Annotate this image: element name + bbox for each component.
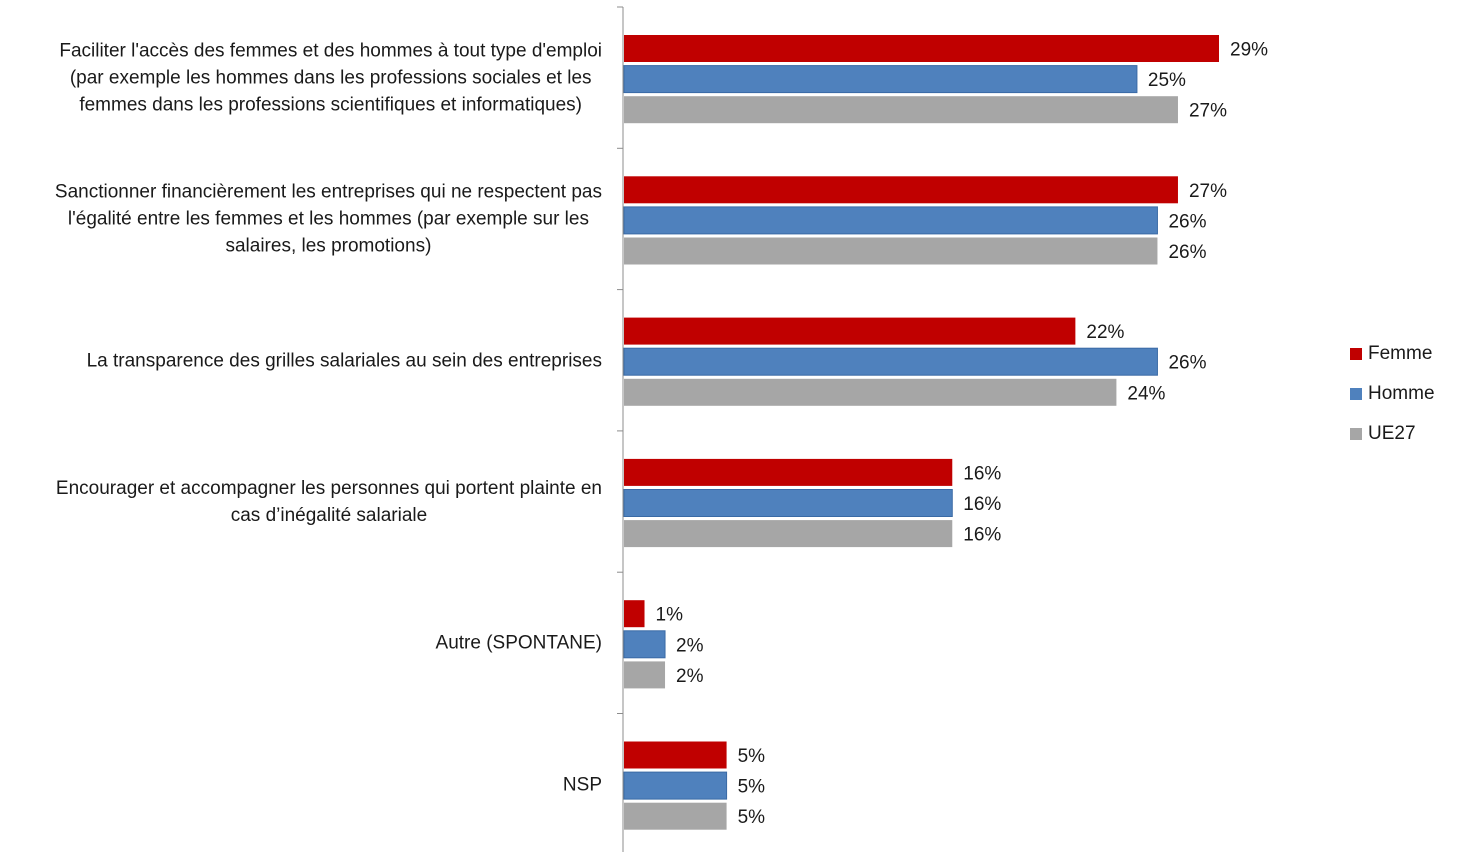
legend-swatch [1350,348,1362,360]
legend-item-femme: Femme [1350,334,1435,374]
bar-ue27-2 [624,378,1117,406]
bar-homme-5 [623,771,728,800]
data-label-femme-1: 27% [1189,181,1227,202]
legend: Femme Homme UE27 [1350,334,1435,454]
data-label-homme-3: 16% [963,494,1001,515]
category-label-line: femmes dans les professions scientifique… [79,94,583,116]
data-label-ue27-1: 26% [1168,242,1206,263]
data-label-ue27-2: 24% [1127,383,1165,404]
data-label-femme-0: 29% [1230,40,1268,61]
bar-femme-0 [624,35,1219,62]
bar-ue27-1 [624,237,1158,265]
bar-homme-4 [623,630,666,659]
legend-item-ue27: UE27 [1350,414,1435,454]
category-label-line: La transparence des grilles salariales a… [86,350,602,372]
category-label-line: (par exemple les hommes dans les profess… [69,67,592,89]
category-label-line: salaires, les promotions) [225,235,432,257]
data-label-homme-0: 25% [1148,70,1186,91]
data-label-homme-2: 26% [1168,353,1206,374]
category-label-line: Autre (SPONTANE) [435,632,602,654]
category-label-line: l'égalité entre les femmes et les hommes… [67,208,589,230]
category-label-5: NSP [563,771,602,798]
legend-label: UE27 [1368,423,1416,444]
data-label-homme-4: 2% [676,635,704,656]
data-label-femme-3: 16% [963,463,1001,484]
bar-femme-2 [624,317,1076,345]
category-label-line: Faciliter l'accès des femmes et des homm… [59,40,602,62]
data-label-homme-5: 5% [738,777,766,798]
legend-swatch [1350,428,1362,440]
bar-femme-1 [624,176,1178,204]
legend-label: Femme [1368,343,1433,364]
bar-homme-1 [623,206,1158,235]
category-label-1: Sanctionner financièrement les entrepris… [55,179,602,260]
data-label-femme-5: 5% [738,746,766,767]
data-label-ue27-0: 27% [1189,101,1227,122]
category-label-line: Encourager et accompagner les personnes … [55,478,602,499]
data-label-ue27-5: 5% [738,807,766,828]
data-label-femme-2: 22% [1086,322,1124,343]
bar-ue27-0 [624,96,1178,124]
data-label-ue27-3: 16% [963,525,1001,546]
category-label-line: Sanctionner financièrement les entrepris… [54,181,602,203]
category-label-4: Autre (SPONTANE) [436,630,602,657]
bar-femme-4 [624,600,645,628]
category-label-line: cas d’inégalité salariale [230,505,428,526]
data-label-ue27-4: 2% [676,666,704,687]
bar-femme-5 [624,741,727,769]
category-label-2: La transparence des grilles salariales a… [87,347,602,374]
bar-femme-3 [624,458,953,486]
bar-homme-0 [623,65,1138,94]
category-label-line: NSP [562,774,602,796]
legend-label: Homme [1368,383,1435,404]
bar-homme-2 [623,347,1158,376]
bar-ue27-5 [624,802,727,830]
bar-ue27-3 [624,520,953,548]
bar-ue27-4 [624,661,666,689]
legend-swatch [1350,388,1362,400]
legend-item-homme: Homme [1350,374,1435,414]
category-label-3: Encourager et accompagner les personnes … [56,475,602,529]
data-label-homme-1: 26% [1168,211,1206,232]
data-label-femme-4: 1% [656,605,684,626]
bar-homme-3 [623,489,953,517]
category-label-0: Faciliter l'accès des femmes et des homm… [59,38,602,119]
